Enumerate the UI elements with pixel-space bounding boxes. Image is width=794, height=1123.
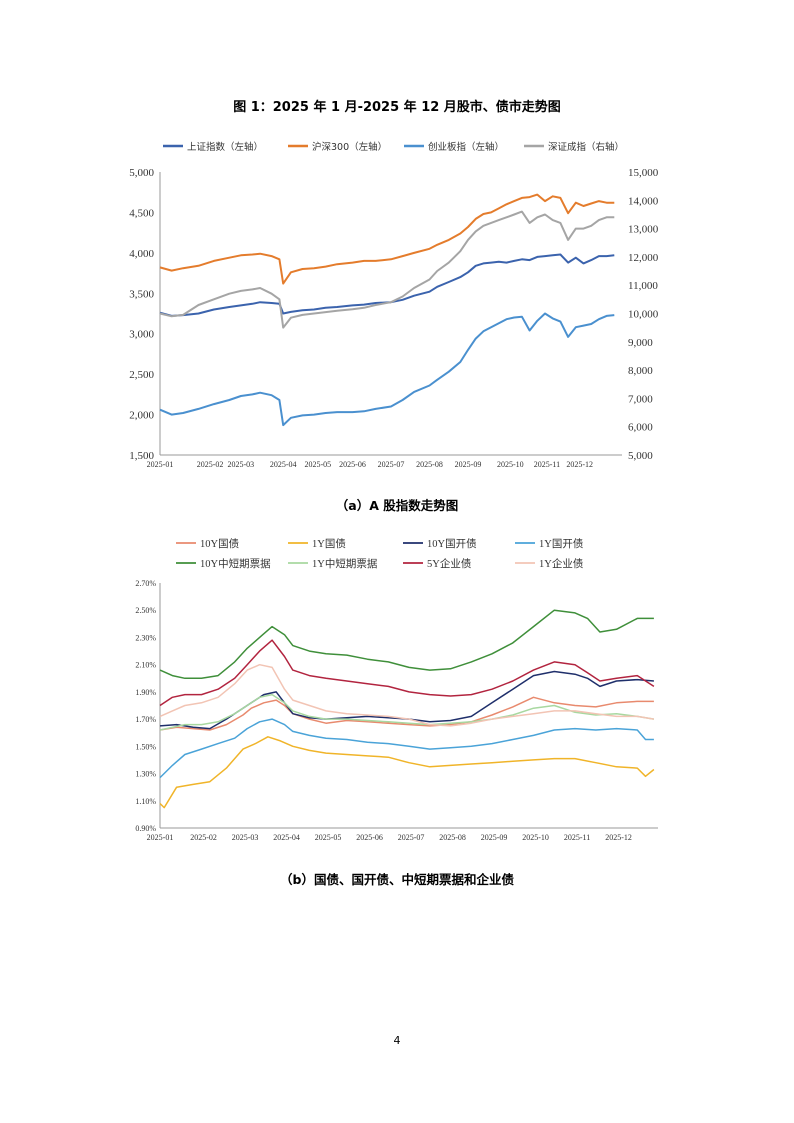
legend-item: 10Y国债 [176,537,239,550]
line-series-0 [159,696,654,731]
legend-label: 1Y中短期票据 [312,557,378,570]
y-tick-label: 1.30% [135,770,156,779]
y-tick-label: 2.70% [135,579,156,588]
y-tick-label: 1.10% [135,797,156,806]
legend-item: 1Y国开债 [515,537,583,550]
y-right-tick-label: 12,000 [628,252,659,264]
y-tick-label: 0.90% [135,824,156,833]
line-series-1 [159,736,655,809]
legend-item: 创业板指（左轴） [404,141,504,153]
line-series-3 [159,718,654,779]
x-tick-label: 2025-06 [339,460,366,469]
legend-item: 5Y企业债 [403,557,471,570]
legend-label: 1Y国开债 [539,537,583,550]
x-tick-label: 2025-02 [190,833,217,842]
legend-label: 10Y国开债 [427,537,477,550]
legend-label: 上证指数（左轴） [187,141,263,153]
y-right-tick-label: 15,000 [628,167,659,179]
y-left-tick-label: 2,000 [129,410,154,422]
line-series-7 [159,663,655,727]
x-tick-label: 2025-03 [228,460,255,469]
x-tick-label: 2025-01 [147,833,174,842]
legend-item: 沪深300（左轴） [288,141,387,153]
y-right-tick-label: 10,000 [628,309,659,321]
y-tick-label: 1.90% [135,688,156,697]
x-tick-label: 2025-08 [439,833,466,842]
caption-a: （a）A 股指数走势图 [335,498,459,513]
x-tick-label: 2025-12 [605,833,632,842]
legend-label: 10Y国债 [200,537,239,550]
caption-b: （b）国债、国开债、中短期票据和企业债 [280,872,514,887]
x-tick-label: 2025-10 [522,833,549,842]
y-tick-label: 1.50% [135,742,156,751]
x-tick-label: 2025-03 [232,833,259,842]
line-series-4 [159,609,654,680]
x-tick-label: 2025-04 [270,460,297,469]
y-left-tick-label: 1,500 [129,450,154,462]
legend-label: 10Y中短期票据 [200,557,271,570]
x-tick-label: 2025-08 [416,460,443,469]
y-right-tick-label: 5,000 [628,450,653,462]
legend-label: 沪深300（左轴） [312,141,387,153]
y-left-tick-label: 3,000 [129,329,154,341]
y-tick-label: 1.70% [135,715,156,724]
stock-index-chart: 5,000 4,500 4,000 3,500 3,000 2,500 2,000 1,500… [129,141,659,469]
x-tick-label: 2025-11 [564,833,590,842]
figure-title: 图 1：2025 年 1 月-2025 年 12 月股市、债市走势图 [233,100,561,115]
x-tick-label: 2025-12 [566,460,593,469]
y-right-tick-label: 6,000 [628,422,653,434]
y-left-tick-label: 2,500 [129,369,154,381]
y-left-tick-label: 4,500 [129,207,154,219]
y-tick-label: 2.10% [135,661,156,670]
y-right-tick-label: 14,000 [628,195,659,207]
legend-item: 10Y国开债 [403,537,477,550]
x-tick-label: 2025-11 [534,460,560,469]
y-right-tick-label: 9,000 [628,337,653,349]
line-series-1 [159,193,615,285]
legend-label: 创业板指（左轴） [428,141,504,153]
y-tick-label: 2.50% [135,606,156,615]
y-left-tick-label: 5,000 [129,167,154,179]
y-right-tick-label: 8,000 [628,365,653,377]
legend-item: 1Y企业债 [515,557,583,570]
legend-item: 10Y中短期票据 [176,557,271,570]
legend-item: 深证成指（右轴） [524,141,624,153]
y-right-tick-label: 13,000 [628,224,659,236]
page-number: 4 [393,1034,401,1047]
y-right-tick-label: 7,000 [628,393,653,405]
legend-item: 上证指数（左轴） [163,141,263,153]
y-left-tick-label: 4,000 [129,248,154,260]
legend-item: 1Y中短期票据 [288,557,378,570]
x-tick-label: 2025-01 [147,460,174,469]
x-tick-label: 2025-02 [197,460,224,469]
y-right-tick-label: 11,000 [628,280,658,292]
legend-label: 深证成指（右轴） [548,141,624,153]
legend-item: 1Y国债 [288,537,346,550]
x-tick-label: 2025-09 [481,833,508,842]
x-tick-label: 2025-05 [315,833,342,842]
x-tick-label: 2025-07 [398,833,425,842]
legend-label: 5Y企业债 [427,557,471,570]
line-series-2 [159,312,615,427]
y-tick-label: 2.30% [135,633,156,642]
line-series-3 [159,210,615,329]
bond-yield-chart: 2.70% 2.50% 2.30% 2.10% 1.90% 1.70% 1.50% 1.30%… [135,537,658,842]
legend-label: 1Y国债 [312,537,346,550]
x-tick-label: 2025-10 [497,460,524,469]
y-left-tick-label: 3,500 [129,288,154,300]
line-series-5 [159,693,655,731]
line-series-6 [159,639,655,707]
x-tick-label: 2025-06 [356,833,383,842]
legend-label: 1Y企业债 [539,557,583,570]
line-series-0 [159,253,615,317]
x-tick-label: 2025-04 [273,833,300,842]
x-tick-label: 2025-09 [455,460,482,469]
x-tick-label: 2025-07 [378,460,405,469]
x-tick-label: 2025-05 [305,460,332,469]
